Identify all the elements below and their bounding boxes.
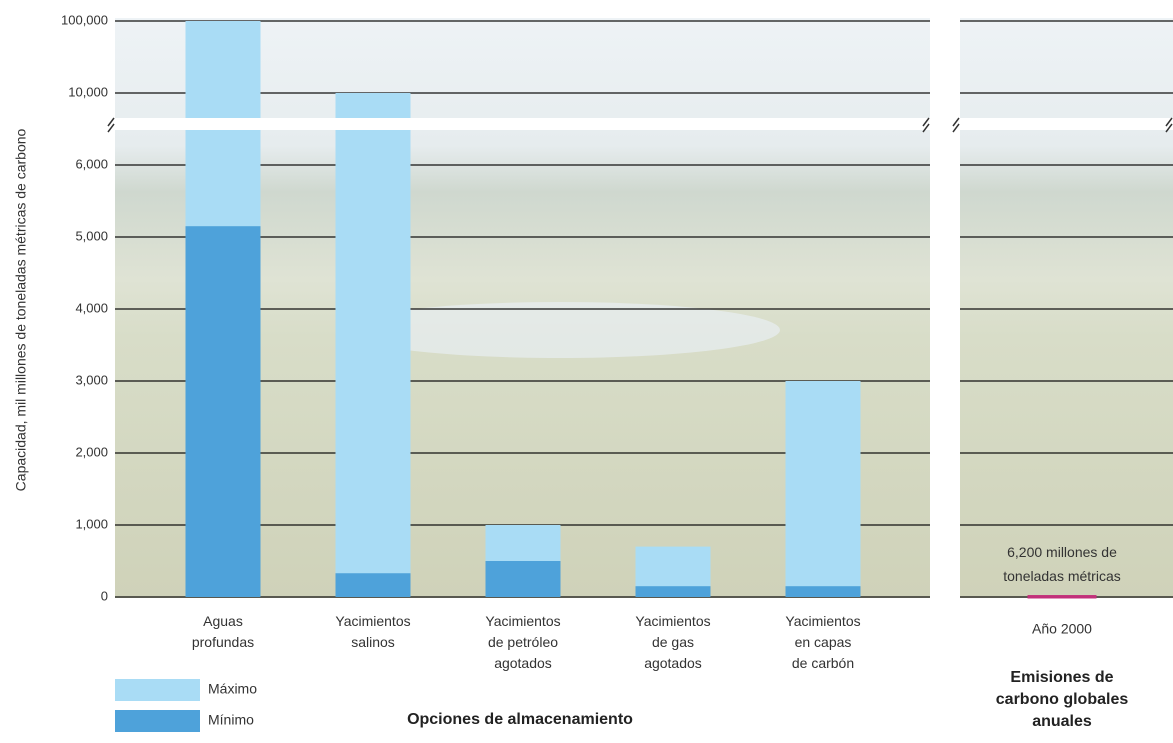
y-tick-label: 0 [101,588,108,603]
bar [336,573,411,597]
y-tick-label: 100,000 [61,12,108,27]
plot-background [960,18,1173,598]
y-tick-label: 10,000 [68,84,108,99]
x-axis-label: Opciones de almacenamiento [407,711,633,728]
legend-label: Máximo [208,681,257,697]
bar [786,586,861,597]
y-tick-label: 1,000 [75,516,108,531]
legend-swatch [115,710,200,732]
y-tick-label: 5,000 [75,228,108,243]
bar [636,586,711,597]
y-tick-label: 6,000 [75,156,108,171]
legend-label: Mínimo [208,712,254,728]
axis-break [100,118,1173,132]
bar [336,93,411,597]
page: {"chart_data": {"type": "bar", "ylabel":… [0,0,1173,738]
legend-swatch [115,679,200,701]
chart: 0 1,000 2,000 3,000 4,000 5,000 6,000 10,000 100… [0,0,1173,738]
bar [486,561,561,597]
y-tick-label: 2,000 [75,444,108,459]
x-tick-label: Año 2000 [1032,621,1092,637]
y-tick-label: 4,000 [75,300,108,315]
bar [786,381,861,597]
bar [186,226,261,597]
y-axis-label: Capacidad, mil millones de toneladas mét… [13,128,29,491]
y-tick-label: 3,000 [75,372,108,387]
